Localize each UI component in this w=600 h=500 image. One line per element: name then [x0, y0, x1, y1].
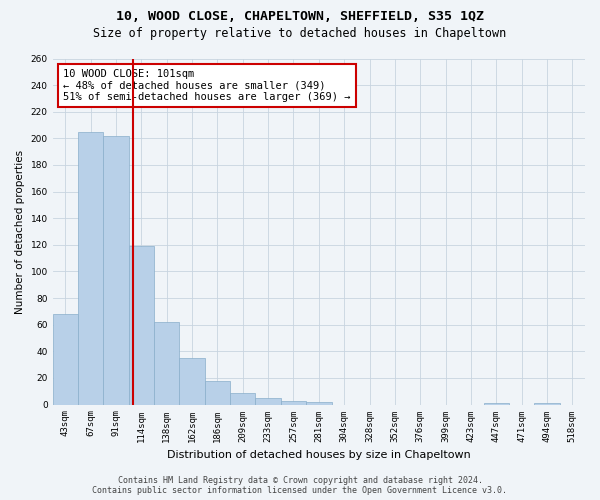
- Bar: [154, 322, 179, 404]
- Bar: [78, 132, 103, 404]
- Bar: [103, 136, 129, 404]
- Bar: [205, 380, 230, 404]
- Y-axis label: Number of detached properties: Number of detached properties: [15, 150, 25, 314]
- X-axis label: Distribution of detached houses by size in Chapeltown: Distribution of detached houses by size …: [167, 450, 471, 460]
- Bar: [179, 358, 205, 405]
- Bar: [281, 400, 306, 404]
- Bar: [230, 392, 256, 404]
- Bar: [256, 398, 281, 404]
- Text: Size of property relative to detached houses in Chapeltown: Size of property relative to detached ho…: [94, 28, 506, 40]
- Text: Contains HM Land Registry data © Crown copyright and database right 2024.
Contai: Contains HM Land Registry data © Crown c…: [92, 476, 508, 495]
- Text: 10, WOOD CLOSE, CHAPELTOWN, SHEFFIELD, S35 1QZ: 10, WOOD CLOSE, CHAPELTOWN, SHEFFIELD, S…: [116, 10, 484, 23]
- Text: 10 WOOD CLOSE: 101sqm
← 48% of detached houses are smaller (349)
51% of semi-det: 10 WOOD CLOSE: 101sqm ← 48% of detached …: [64, 69, 351, 102]
- Bar: [484, 403, 509, 404]
- Bar: [535, 403, 560, 404]
- Bar: [129, 246, 154, 404]
- Bar: [53, 314, 78, 404]
- Bar: [306, 402, 332, 404]
